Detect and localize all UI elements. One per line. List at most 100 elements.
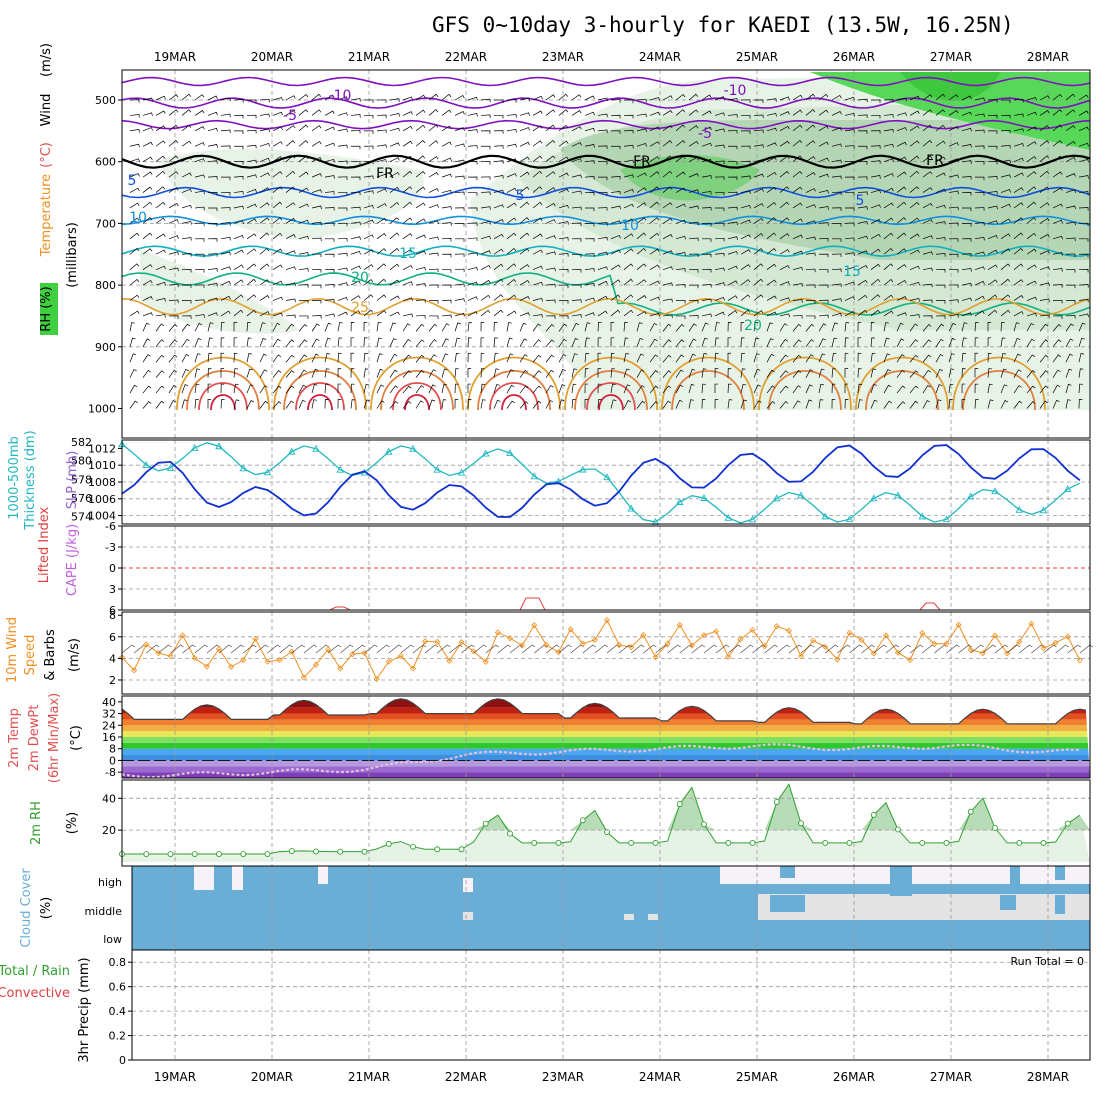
wind-barb (168, 109, 179, 116)
wind-barb (1013, 322, 1020, 332)
wind-barb (415, 315, 426, 319)
wind-barb (896, 201, 907, 209)
wind-barb (961, 191, 972, 196)
wind-barb (350, 114, 361, 118)
wind-barb (519, 97, 530, 102)
wind-barb (857, 114, 868, 119)
wind-speed-point (761, 643, 768, 650)
wind-barb (584, 144, 595, 148)
wind-barb (987, 176, 998, 180)
wind-barb (818, 190, 829, 194)
wind-barb (675, 284, 686, 288)
wind-barb (597, 236, 608, 241)
wind-barb (935, 368, 943, 378)
wind-barb (468, 192, 478, 196)
wind-barb (207, 176, 218, 180)
wind-barb (896, 369, 906, 378)
wind-barb (389, 385, 399, 394)
wind-barb (298, 323, 308, 332)
wind-barb (1000, 129, 1011, 134)
wind-barb (480, 383, 486, 394)
wind-barb (493, 278, 504, 286)
temp2m-label: 2m Temp (7, 708, 22, 768)
wind-barb (636, 322, 643, 332)
wind-barb (610, 249, 621, 255)
wind-barb (272, 141, 283, 147)
cloud-cover-label: Cloud Cover (19, 868, 34, 948)
wind-barb (1013, 113, 1024, 118)
wind-barb (675, 140, 686, 147)
wind-barb (181, 237, 192, 241)
wind-barb (949, 253, 959, 258)
wind-barb (1065, 368, 1073, 378)
wind-barb (597, 129, 608, 134)
rh-point (773, 799, 780, 805)
wind-speed-point (664, 640, 671, 647)
wind-barb (571, 269, 582, 273)
wind-barb (597, 222, 608, 226)
wind-barb (142, 112, 153, 116)
wind-barb (844, 322, 850, 332)
wind-barb (870, 248, 881, 255)
wind-barb (1052, 384, 1061, 394)
wind-barb (584, 253, 595, 257)
wind-barb (467, 281, 478, 286)
wind-barb (493, 233, 504, 240)
wind-barb (1039, 250, 1050, 255)
wind-barb (389, 369, 398, 378)
wind-barb (948, 383, 954, 394)
wind-barb (467, 222, 478, 227)
wind-barb (935, 269, 946, 273)
wind-barb (155, 155, 166, 162)
wind-barb (1026, 248, 1037, 255)
wind-barb (559, 300, 569, 304)
wind-barb (220, 266, 231, 271)
wind-barb (857, 98, 868, 103)
wind-barb (961, 144, 972, 148)
wind-barb (545, 323, 555, 332)
wind-barb (1000, 353, 1007, 363)
wind-barb (337, 144, 348, 149)
wind-barb (519, 201, 530, 209)
wind-barb (741, 130, 751, 134)
wind-barb (285, 250, 296, 255)
wind-barb (1026, 264, 1037, 270)
wind-barb (740, 175, 751, 180)
wind-barb (220, 236, 231, 241)
wind-barb (909, 370, 919, 378)
wind-barb (1052, 171, 1063, 178)
wind-barb (402, 186, 413, 193)
wind-barb (298, 140, 309, 147)
wind-barb (155, 249, 166, 255)
wind-barb (727, 368, 732, 378)
wind-barb (259, 113, 270, 118)
wind-barb (1019, 644, 1033, 654)
wind-speed-point (458, 639, 465, 646)
wind-barb (480, 322, 485, 332)
wind-barb (402, 265, 413, 270)
wind-barb (922, 299, 933, 304)
wind-barb (662, 385, 672, 394)
wind-barb (1000, 263, 1011, 270)
wind-barb (415, 124, 426, 132)
rh-shading (160, 149, 424, 240)
wind-barb (1000, 159, 1011, 164)
wind-barb (1039, 95, 1050, 101)
wind-barb (788, 644, 803, 654)
wind-barb (597, 161, 608, 165)
wind-barb (792, 250, 803, 255)
wind-barb (402, 201, 413, 209)
wind-barb (350, 98, 361, 102)
wind-barb (1006, 644, 1021, 654)
wind-barb (844, 266, 855, 271)
wind-barb (1065, 173, 1076, 178)
wind-barb (181, 353, 190, 363)
wind-barb (246, 114, 257, 119)
wind-barb (168, 187, 179, 193)
rh-point (798, 820, 804, 827)
wind-speed-point (312, 661, 320, 668)
wind-barb (298, 252, 309, 256)
wind-barb (935, 399, 942, 409)
slp-tick-label: 1010 (88, 459, 116, 472)
